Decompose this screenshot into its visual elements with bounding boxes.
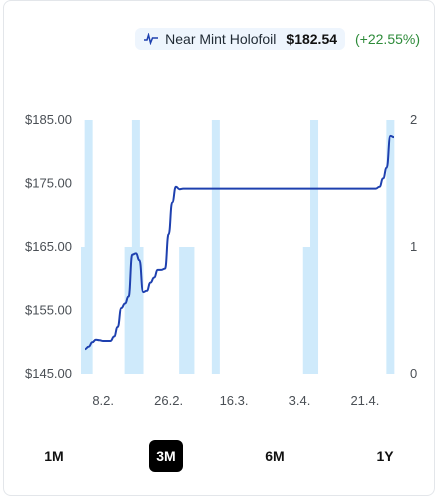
range-button-3m[interactable]: 3M [149,440,183,472]
x-axis-tick-label: 21.4. [350,393,379,408]
range-button-1m[interactable]: 1M [44,448,64,464]
x-axis-tick-label: 3.4. [289,393,311,408]
legend-series-pill[interactable]: Near Mint Holofoil $182.54 [135,28,346,50]
left-axis-tick-label: $185.00 [25,112,72,127]
volume-bar [302,247,311,374]
volume-bar [84,120,93,374]
legend-current-value: $182.54 [286,31,338,47]
x-axis-tick-label: 8.2. [92,393,114,408]
left-axis-tick-label: $175.00 [25,176,72,191]
right-axis-tick-label: 0 [410,366,417,381]
volume-bar [310,120,319,374]
price-chart: $185.00 $175.00 $165.00 $155.00 $145.00 2 1 0 8.… [25,112,417,408]
chart-legend: Near Mint Holofoil $182.54 (+22.55%) [135,28,420,50]
left-axis-tick-label: $145.00 [25,366,72,381]
left-axis-tick-label: $165.00 [25,239,72,254]
legend-series-name: Near Mint Holofoil [165,31,277,47]
volume-bar [211,120,220,374]
range-selector: 1M 3M 6M 1Y [0,440,438,476]
right-axis-tick-label: 2 [410,112,417,127]
left-axis-tick-label: $155.00 [25,303,72,318]
x-axis-tick-label: 16.3. [220,393,249,408]
volume-bar [124,247,133,374]
right-axis-tick-label: 1 [410,239,417,254]
range-button-1y[interactable]: 1Y [376,448,394,464]
volume-bar [135,247,144,374]
x-axis-tick-label: 26.2. [154,393,183,408]
volume-bar [386,120,395,374]
volume-bar [186,247,195,374]
legend-change-percent: (+22.55%) [355,31,420,47]
price-series-line [84,134,395,351]
range-button-6m[interactable]: 6M [265,448,285,464]
series-line-icon [144,33,159,45]
